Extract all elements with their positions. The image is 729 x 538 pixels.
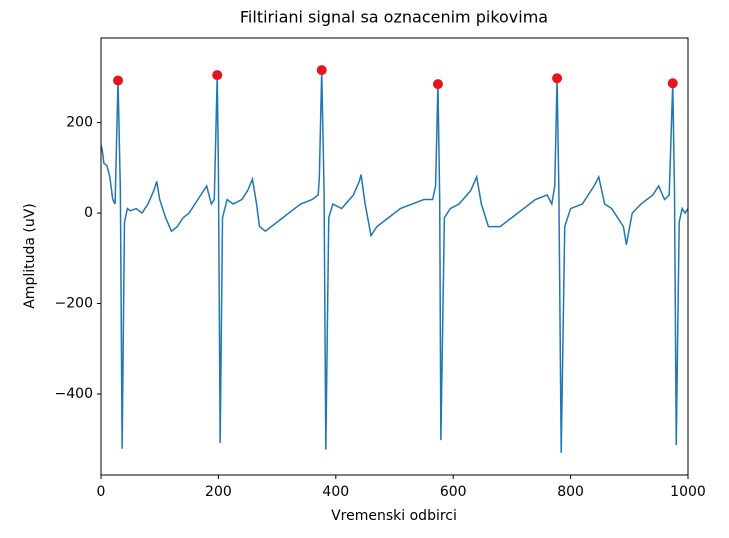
y-tick-label: 200 bbox=[66, 115, 93, 131]
x-tick-label: 600 bbox=[440, 484, 467, 500]
x-tick-label: 800 bbox=[557, 484, 584, 500]
y-axis-label: Amplituda (uV) bbox=[22, 203, 38, 309]
x-tick-label: 400 bbox=[322, 484, 349, 500]
x-tick-label: 1000 bbox=[670, 484, 706, 500]
peak-marker bbox=[316, 65, 327, 76]
y-tick-label: −400 bbox=[55, 386, 93, 402]
peak-marker bbox=[212, 70, 223, 81]
plot-frame bbox=[100, 37, 689, 476]
x-tick-label: 0 bbox=[97, 484, 106, 500]
chart-title: Filtiriani signal sa oznacenim pikovima bbox=[240, 8, 548, 27]
peak-marker bbox=[113, 75, 124, 86]
x-tick-label: 200 bbox=[205, 484, 232, 500]
x-axis-label: Vremenski odbirci bbox=[331, 508, 457, 524]
peak-marker bbox=[552, 73, 563, 84]
peak-marker bbox=[667, 78, 678, 89]
y-tick-label: 0 bbox=[84, 205, 93, 221]
signal-line bbox=[101, 70, 688, 453]
peak-marker bbox=[432, 79, 443, 90]
y-tick-label: −200 bbox=[55, 296, 93, 312]
